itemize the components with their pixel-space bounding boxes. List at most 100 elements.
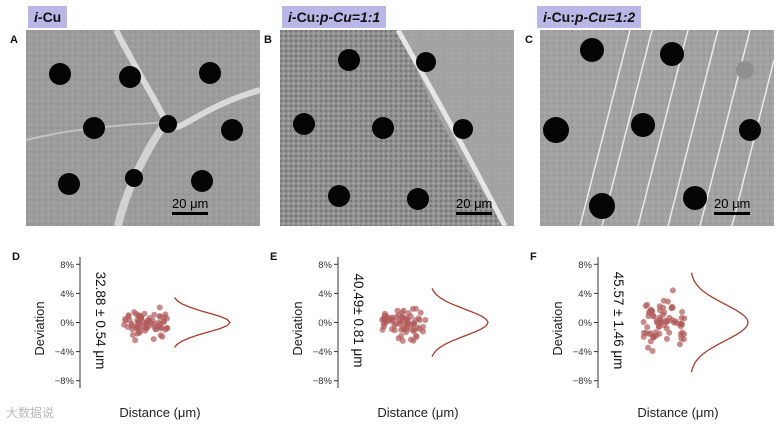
chart-e: E 8% 4% 0% −4% −8% Deviation 40.49± 0.81 μm Dist… (258, 245, 518, 430)
data-point (657, 307, 663, 314)
chart-letter: E (270, 251, 277, 263)
y-tick-label: 8% (578, 260, 592, 271)
data-point (159, 333, 166, 340)
data-point (381, 310, 388, 317)
data-point (155, 319, 162, 326)
data-point (666, 329, 673, 336)
chart-letter: F (530, 251, 537, 263)
y-axis-label: Deviation (290, 301, 305, 355)
data-point (681, 315, 688, 322)
data-point (391, 327, 398, 334)
data-point (672, 318, 679, 325)
data-point (132, 337, 139, 344)
measurement-annotation: 32.88 ± 0.54 μm (93, 272, 108, 370)
scale-label-b: 20 μm (456, 196, 493, 211)
measurement-annotation: 40.49± 0.81 μm (351, 274, 366, 368)
data-point (644, 324, 651, 331)
sem-image-a (26, 30, 260, 226)
data-point (395, 335, 402, 342)
data-point (650, 313, 657, 320)
data-point (679, 309, 686, 315)
y-tick-label: −8% (313, 376, 333, 387)
data-point (649, 308, 656, 315)
y-tick-label: −8% (573, 376, 593, 387)
data-point (129, 332, 136, 338)
data-point (126, 317, 133, 324)
data-point (410, 337, 417, 344)
chart-f: F 8% 4% 0% −4% −8% Deviation 45.57 ± 1.46 μm Dis… (518, 245, 778, 430)
data-point (391, 322, 398, 329)
y-tick-label: 4% (578, 289, 592, 300)
data-point (657, 316, 664, 323)
data-point (403, 315, 410, 322)
chart-d-svg: D 8% 4% 0% −4% −8% Deviation 32.88 ± 0.54 μm Dis… (12, 251, 231, 420)
scale-bar-c: 20 μm (714, 196, 751, 215)
y-tick-label: 0% (318, 318, 332, 329)
data-point (676, 341, 683, 348)
panel-b-title: i-Cu:p-Cu=1:1 (282, 6, 387, 28)
data-point (656, 330, 663, 337)
data-point (164, 325, 170, 331)
data-point (158, 324, 165, 331)
panel-c-letter: C (525, 34, 533, 46)
y-tick-label: 0% (578, 318, 592, 329)
sem-image-b (280, 30, 514, 226)
watermark-text: 大数据说 (6, 406, 55, 420)
chart-letter: D (12, 251, 20, 263)
data-point (137, 328, 143, 335)
sem-image-c (540, 30, 774, 226)
data-point (131, 309, 138, 316)
y-tick-label: −8% (55, 376, 75, 387)
data-point (412, 305, 419, 312)
panel-c-title: i-Cu:p-Cu=1:2 (537, 6, 642, 28)
panel-a-letter: A (10, 34, 18, 46)
panel-b-letter: B (264, 34, 272, 46)
measurement-annotation: 45.57 ± 1.46 μm (611, 272, 626, 370)
data-point (151, 323, 158, 330)
data-point (681, 331, 688, 338)
scale-line-b (456, 212, 493, 215)
data-point (642, 303, 649, 309)
data-point (417, 309, 424, 316)
distribution-curve (690, 272, 749, 373)
y-axis-label: Deviation (32, 301, 47, 355)
scale-label-a: 20 μm (172, 196, 209, 211)
scale-line-c (714, 212, 751, 215)
data-point (160, 318, 167, 325)
data-point (410, 321, 417, 327)
y-tick-label: −4% (573, 347, 593, 358)
data-point (649, 348, 656, 354)
y-axis-label: Deviation (550, 301, 565, 355)
y-tick-label: 8% (318, 260, 332, 271)
data-point (422, 317, 429, 323)
chart-d: D 8% 4% 0% −4% −8% Deviation 32.88 ± 0.54 μm Dis… (0, 245, 260, 430)
data-point (156, 313, 163, 319)
data-point (669, 287, 676, 294)
distribution-curve (431, 287, 489, 358)
data-point (668, 305, 675, 312)
data-point (162, 311, 169, 318)
scale-line-a (172, 212, 209, 215)
scale-bar-a: 20 μm (172, 196, 209, 215)
data-point (134, 322, 140, 329)
x-axis-label: Distance (μm) (119, 405, 200, 420)
x-axis-label: Distance (μm) (637, 405, 718, 420)
data-point (128, 322, 135, 329)
data-point (403, 326, 410, 333)
data-point (380, 320, 387, 327)
chart-e-svg: E 8% 4% 0% −4% −8% Deviation 40.49± 0.81 μm Dist… (270, 251, 489, 420)
data-point (645, 313, 652, 320)
data-point (640, 319, 647, 325)
y-tick-label: 0% (60, 318, 74, 329)
data-point (650, 334, 657, 341)
y-tick-label: −4% (55, 347, 75, 358)
data-point (666, 314, 673, 321)
data-point (416, 317, 423, 324)
y-tick-label: 4% (318, 289, 332, 300)
data-point (151, 311, 158, 318)
data-point (416, 326, 423, 332)
data-point (145, 317, 152, 324)
data-point (395, 311, 402, 318)
data-point (143, 325, 150, 332)
data-point (150, 336, 157, 343)
